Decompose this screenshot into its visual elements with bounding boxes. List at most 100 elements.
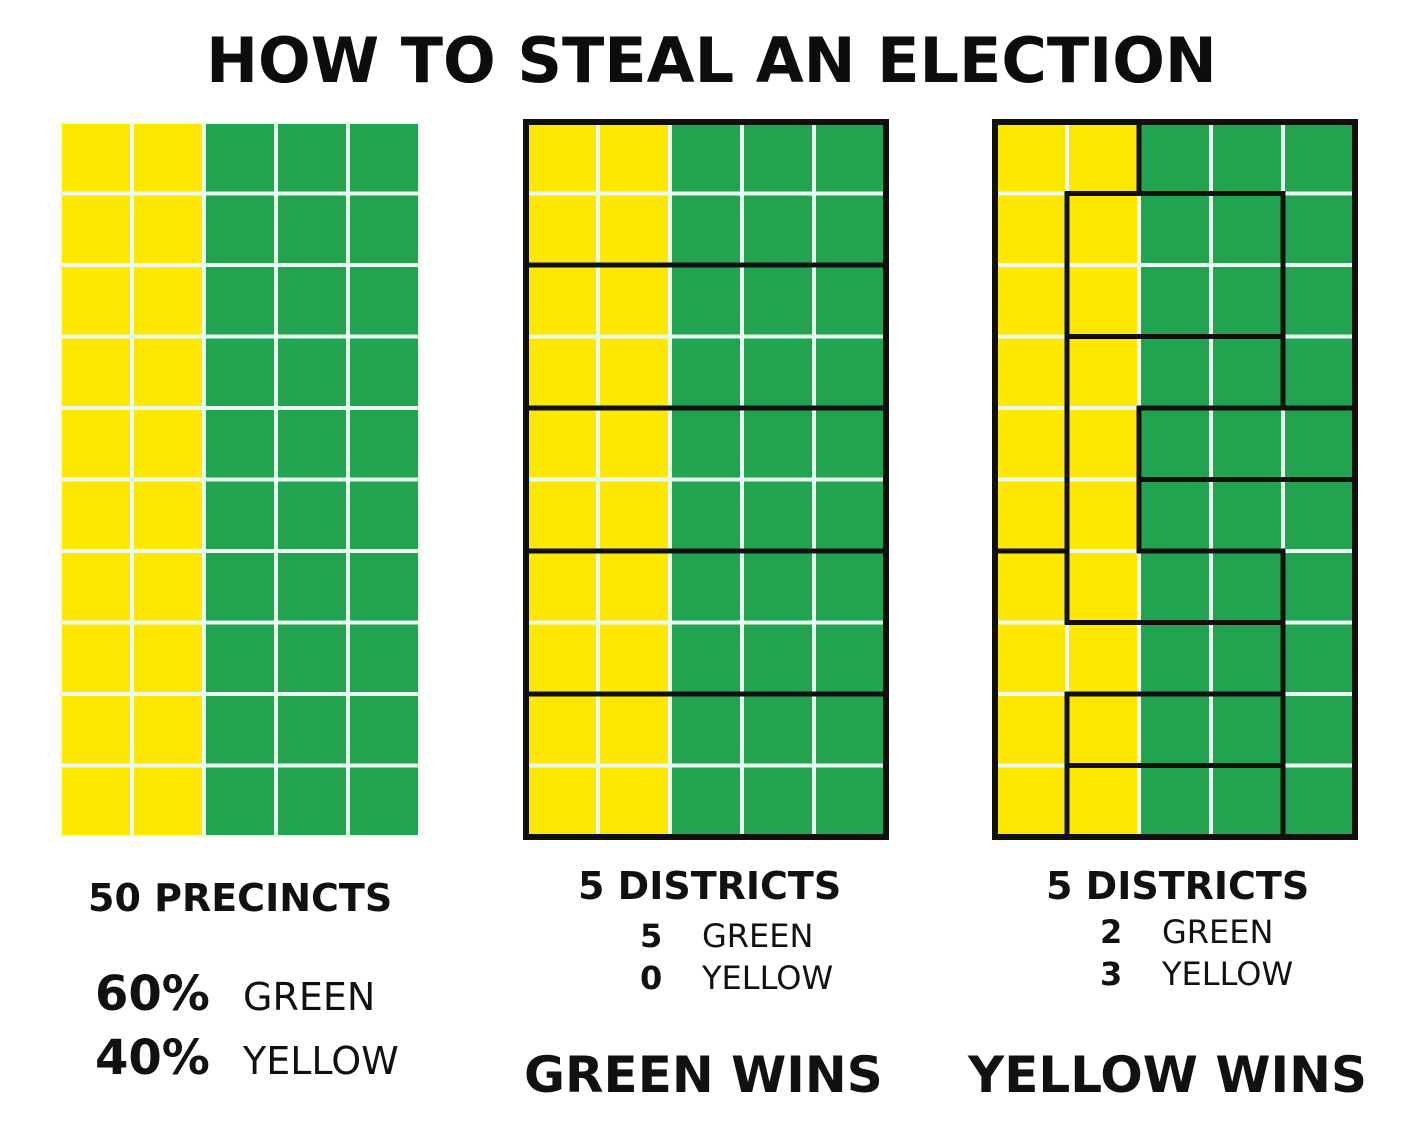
precinct-cell-green [1213,624,1281,692]
precinct-grid [60,122,420,837]
stat-green-districts: 2 GREEN [1100,913,1273,951]
precinct-cell-green [1213,553,1281,621]
precinct-cell-yellow [528,696,596,764]
precinct-cell-yellow [1069,696,1137,764]
precinct-cell-yellow [600,410,668,478]
precinct-cell-green [1285,553,1353,621]
precinct-cell-green [1213,410,1281,478]
precinct-cell-yellow [1069,481,1137,549]
precinct-cell-yellow [134,553,202,621]
stat-value: 5 [640,917,663,955]
precinct-cell-yellow [600,696,668,764]
precinct-cell-yellow [62,767,130,835]
precinct-cell-green [278,410,346,478]
precinct-cell-green [816,696,884,764]
stat-value: 3 [1100,955,1123,993]
precinct-cell-green [206,338,274,406]
precinct-cell-yellow [600,338,668,406]
outcome-yellow-wins: YELLOW WINS [968,1046,1367,1104]
precinct-cell-green [672,767,740,835]
precinct-cell-yellow [528,624,596,692]
precinct-cell-yellow [600,624,668,692]
precinct-cell-yellow [528,124,596,192]
precinct-cell-yellow [62,553,130,621]
precinct-count-caption: 50 PRECINCTS [88,876,393,920]
district-count-caption: 5 DISTRICTS [1046,864,1310,908]
precinct-cell-green [1141,553,1209,621]
precinct-cell-green [206,410,274,478]
precinct-cell-green [1141,624,1209,692]
precinct-cell-yellow [528,267,596,335]
stat-value: 0 [640,959,663,997]
precinct-cell-green [1285,624,1353,692]
precinct-cell-green [816,553,884,621]
precinct-cell-yellow [134,267,202,335]
district-boundaries [524,262,888,697]
precinct-cell-green [672,481,740,549]
precinct-cell-green [1141,195,1209,263]
precinct-cell-green [672,696,740,764]
precinct-cell-yellow [528,195,596,263]
precinct-cell-green [816,410,884,478]
fair-districts-grid [523,119,889,840]
stat-value: 40% [95,1030,210,1086]
precinct-cell-green [672,553,740,621]
precinct-cell-green [1285,696,1353,764]
precinct-cell-green [1213,124,1281,192]
stat-yellow-districts: 3 YELLOW [1100,955,1293,993]
precinct-cell-green [278,124,346,192]
precinct-cell-green [744,267,812,335]
precinct-cell-green [1213,696,1281,764]
stat-yellow-percent: 40% YELLOW [95,1030,399,1086]
precinct-cell-green [744,124,812,192]
precinct-cell-green [1285,267,1353,335]
precinct-cell-green [1213,195,1281,263]
precinct-cell-yellow [1069,624,1137,692]
precinct-cell-green [350,124,418,192]
precinct-cell-green [278,767,346,835]
precinct-cell-yellow [600,553,668,621]
precinct-cell-green [350,481,418,549]
precinct-cell-green [1141,696,1209,764]
precinct-cell-green [206,195,274,263]
precinct-cell-yellow [600,767,668,835]
precinct-cell-green [744,696,812,764]
precinct-cell-green [816,195,884,263]
precinct-cell-yellow [997,338,1065,406]
precinct-cell-yellow [134,696,202,764]
precinct-cell-yellow [997,696,1065,764]
precinct-cell-green [672,267,740,335]
precinct-cell-green [206,124,274,192]
precinct-cell-yellow [62,338,130,406]
precinct-cell-green [1141,767,1209,835]
precinct-cell-yellow [528,481,596,549]
precinct-cell-green [278,624,346,692]
precinct-cell-yellow [62,195,130,263]
precinct-cell-green [350,410,418,478]
precinct-cell-yellow [62,124,130,192]
precinct-cell-green [350,195,418,263]
precinct-cell-green [1213,267,1281,335]
precinct-cell-yellow [600,481,668,549]
precinct-cell-yellow [600,267,668,335]
precinct-cell-green [1141,410,1209,478]
precinct-cell-green [350,696,418,764]
precinct-cell-yellow [600,124,668,192]
precinct-cell-green [672,195,740,263]
precinct-cell-yellow [997,410,1065,478]
precinct-cell-yellow [997,195,1065,263]
precinct-cell-yellow [997,624,1065,692]
precinct-cell-yellow [62,696,130,764]
stat-label: YELLOW [702,959,834,997]
precinct-cell-yellow [134,124,202,192]
precinct-cell-green [206,553,274,621]
precinct-cell-yellow [997,124,1065,192]
precinct-cell-yellow [134,767,202,835]
precinct-cell-yellow [997,481,1065,549]
precinct-cell-yellow [997,767,1065,835]
precinct-cell-green [1141,338,1209,406]
precinct-cell-yellow [134,624,202,692]
stat-label: YELLOW [1162,955,1294,993]
precinct-cell-green [1285,338,1353,406]
precinct-cell-yellow [528,553,596,621]
